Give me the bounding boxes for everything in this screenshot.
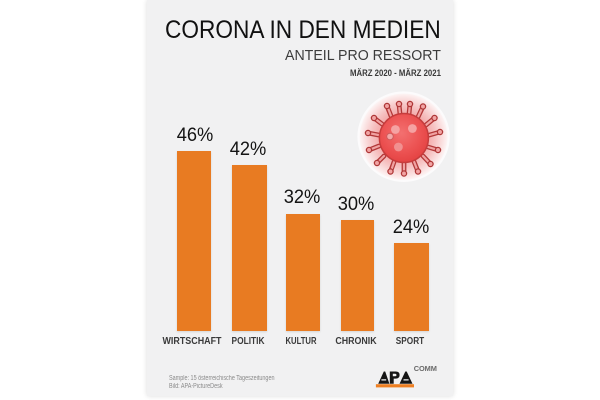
svg-text:COMM: COMM (414, 364, 437, 373)
